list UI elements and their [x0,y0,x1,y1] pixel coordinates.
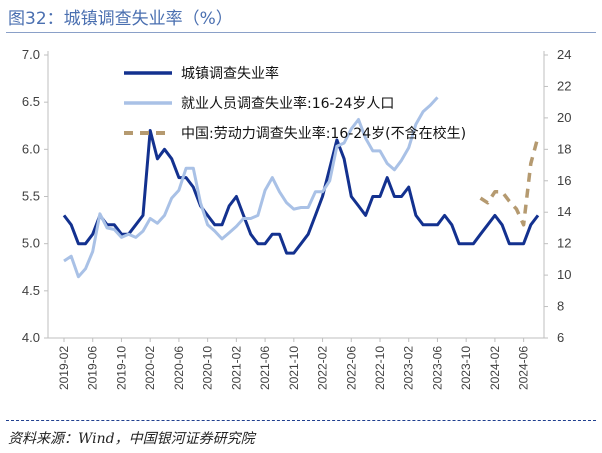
x-tick-label: 2021-10 [287,346,301,390]
x-tick-label: 2020-10 [201,346,215,390]
source-rule [6,420,596,421]
x-tick-label: 2022-02 [316,346,330,390]
x-tick-label: 2022-06 [344,346,358,390]
chart-legend: 城镇调查失业率就业人员调查失业率:16-24岁人口中国:劳动力调查失业率:16-… [124,65,466,142]
x-tick-label: 2023-06 [430,346,444,390]
right-tick-label: 22 [557,78,571,93]
legend-label-1: 城镇调查失业率 [181,65,279,82]
right-tick-label: 14 [557,204,571,219]
right-tick-label: 16 [557,173,571,188]
x-tick-label: 2019-02 [57,346,71,390]
x-tick-label: 2020-02 [143,346,157,390]
series-line-1 [62,129,540,255]
right-tick-label: 18 [557,141,571,156]
figure-title: 图32：城镇调查失业率（%） [8,9,233,29]
series-line-2 [63,96,439,279]
x-tick-label: 2024-02 [488,346,502,390]
left-tick-label: 4.0 [22,330,40,345]
left-tick-label: 5.0 [22,236,40,251]
right-tick-label: 20 [557,110,571,125]
left-tick-label: 4.5 [22,283,40,298]
x-tick-label: 2020-06 [172,346,186,390]
right-tick-label: 8 [557,299,564,314]
source-note: 资料来源：Wind，中国银河证券研究院 [8,431,255,447]
chart-series-lines [62,96,540,279]
chart-axes [47,51,545,339]
right-tick-label: 12 [557,236,571,251]
x-tick-label: 2019-06 [86,346,100,390]
chart-ticks: 4.0 4.5 5.0 5.5 6.0 6.5 7.0 6 8 10 12 14 16 18 20 22 24 2… [22,47,572,390]
x-tick-label: 2021-02 [229,346,243,390]
left-tick-label: 6.5 [22,94,40,109]
x-tick-label: 2023-02 [402,346,416,390]
right-tick-label: 24 [557,47,571,62]
x-tick-label: 2021-06 [258,346,272,390]
x-tick-label: 2024-06 [517,346,531,390]
left-tick-label: 7.0 [22,47,40,62]
line-chart: 4.0 4.5 5.0 5.5 6.0 6.5 7.0 6 8 10 12 14 16 18 20 22 24 2… [22,47,572,390]
x-tick-label: 2022-10 [373,346,387,390]
x-tick-label: 2023-10 [459,346,473,390]
right-tick-label: 6 [557,330,564,345]
left-tick-label: 6.0 [22,141,40,156]
left-tick-label: 5.5 [22,189,40,204]
legend-label-3: 中国:劳动力调查失业率:16-24岁(不含在校生) [181,125,466,142]
x-tick-label: 2019-10 [114,346,128,390]
title-rule [6,32,596,33]
right-tick-label: 10 [557,267,571,282]
legend-label-2: 就业人员调查失业率:16-24岁人口 [181,95,394,112]
series-line-3 [479,136,540,227]
